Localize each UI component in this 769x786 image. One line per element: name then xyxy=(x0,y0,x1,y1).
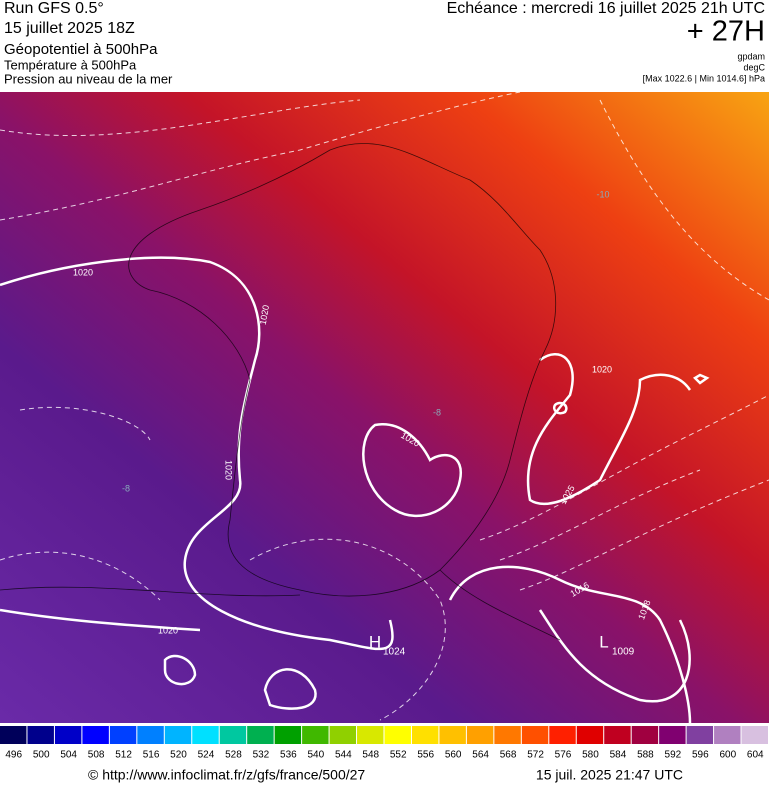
scale-swatch xyxy=(274,726,302,744)
pressure-center: L xyxy=(599,632,608,651)
scale-swatch xyxy=(439,726,466,744)
scale-label: 496 xyxy=(5,750,22,761)
field-main: Géopotentiel à 500hPa xyxy=(4,41,158,58)
scale-swatch xyxy=(137,726,164,744)
scale-label: 544 xyxy=(335,750,352,761)
scale-label: 596 xyxy=(692,750,709,761)
scale-label: 552 xyxy=(390,750,407,761)
scale-swatch xyxy=(494,726,521,744)
pressure-center-value: 1024 xyxy=(383,647,406,658)
scale-label: 540 xyxy=(307,750,324,761)
scale-label: 564 xyxy=(472,750,489,761)
scale-swatch xyxy=(521,726,549,744)
field-2: Température à 500hPa xyxy=(4,57,137,72)
scale-swatch xyxy=(549,726,576,744)
scale-label: 516 xyxy=(143,750,160,761)
isobar-label: 1020 xyxy=(73,267,93,277)
echeance: Echéance : mercredi 16 juillet 2025 21h … xyxy=(447,0,765,17)
scale-label: 524 xyxy=(198,750,215,761)
scale-swatch xyxy=(329,726,357,744)
run: Run GFS 0.5° xyxy=(4,0,104,17)
borders xyxy=(0,143,561,641)
scale-swatch xyxy=(0,726,27,744)
scale-swatch xyxy=(741,726,768,744)
scale-swatch xyxy=(686,726,714,744)
isotherms xyxy=(0,91,769,721)
scale-label: 520 xyxy=(170,750,187,761)
scale-swatch xyxy=(631,726,659,744)
scale-label: 532 xyxy=(253,750,270,761)
scale-swatch xyxy=(384,726,411,744)
pressure-range: [Max 1022.6 | Min 1014.6] hPa xyxy=(643,73,765,83)
scale-label: 512 xyxy=(115,750,132,761)
scale-swatch xyxy=(411,726,439,744)
map xyxy=(0,91,769,724)
run-date: 15 juillet 2025 18Z xyxy=(4,20,135,37)
map-field xyxy=(0,92,769,723)
scale-swatch xyxy=(247,726,274,744)
scale-label: 504 xyxy=(60,750,77,761)
field-3: Pression au niveau de la mer xyxy=(4,71,173,86)
scale-label: 572 xyxy=(527,750,544,761)
scale-swatch xyxy=(714,726,741,744)
isotherm-label: -8 xyxy=(433,407,441,417)
pressure-center-value: 1009 xyxy=(612,647,635,658)
isobar-label: 1020 xyxy=(592,364,612,374)
color-scale: 496 500 504 508 512 516 520 524 528 532 536 540 544 5… xyxy=(0,726,768,761)
scale-label: 600 xyxy=(719,750,736,761)
scale-swatch xyxy=(192,726,219,744)
scale-swatch xyxy=(659,726,686,744)
scale-label: 584 xyxy=(610,750,627,761)
scale-label: 548 xyxy=(362,750,379,761)
scale-label: 500 xyxy=(33,750,50,761)
pressure-center: H xyxy=(369,632,381,651)
scale-swatch xyxy=(302,726,329,744)
scale-label: 536 xyxy=(280,750,297,761)
scale-label: 508 xyxy=(88,750,105,761)
isobar-label: 1020 xyxy=(158,625,178,635)
scale-label: 592 xyxy=(665,750,682,761)
unit-2: degC xyxy=(743,62,765,72)
map-labels: 102010201020102010201025101610181020-10-… xyxy=(73,189,653,657)
scale-label: 528 xyxy=(225,750,242,761)
isobar-label: 1020 xyxy=(224,460,234,480)
scale-label: 576 xyxy=(555,750,572,761)
isotherm-label: -8 xyxy=(122,483,130,493)
scale-swatch xyxy=(576,726,604,744)
scale-swatch xyxy=(82,726,109,744)
scale-label: 580 xyxy=(582,750,599,761)
scale-swatch xyxy=(164,726,192,744)
scale-swatch xyxy=(604,726,631,744)
scale-swatch xyxy=(54,726,82,744)
scale-swatch xyxy=(466,726,494,744)
unit-1: gpdam xyxy=(737,51,765,61)
lead-time: + 27H xyxy=(687,16,765,48)
footer-timestamp: 15 juil. 2025 21:47 UTC xyxy=(536,767,683,783)
isotherm-label: -10 xyxy=(596,189,609,199)
scale-swatch xyxy=(357,726,384,744)
scale-label: 588 xyxy=(637,750,654,761)
isobar-label: 1020 xyxy=(258,304,271,325)
scale-swatch xyxy=(109,726,137,744)
scale-label: 556 xyxy=(417,750,434,761)
scale-label: 560 xyxy=(445,750,462,761)
scale-swatch xyxy=(27,726,54,744)
scale-label: 568 xyxy=(500,750,517,761)
scale-swatch xyxy=(219,726,247,744)
scale-label: 604 xyxy=(747,750,764,761)
footer-url: © http://www.infoclimat.fr/z/gfs/france/… xyxy=(88,767,365,783)
